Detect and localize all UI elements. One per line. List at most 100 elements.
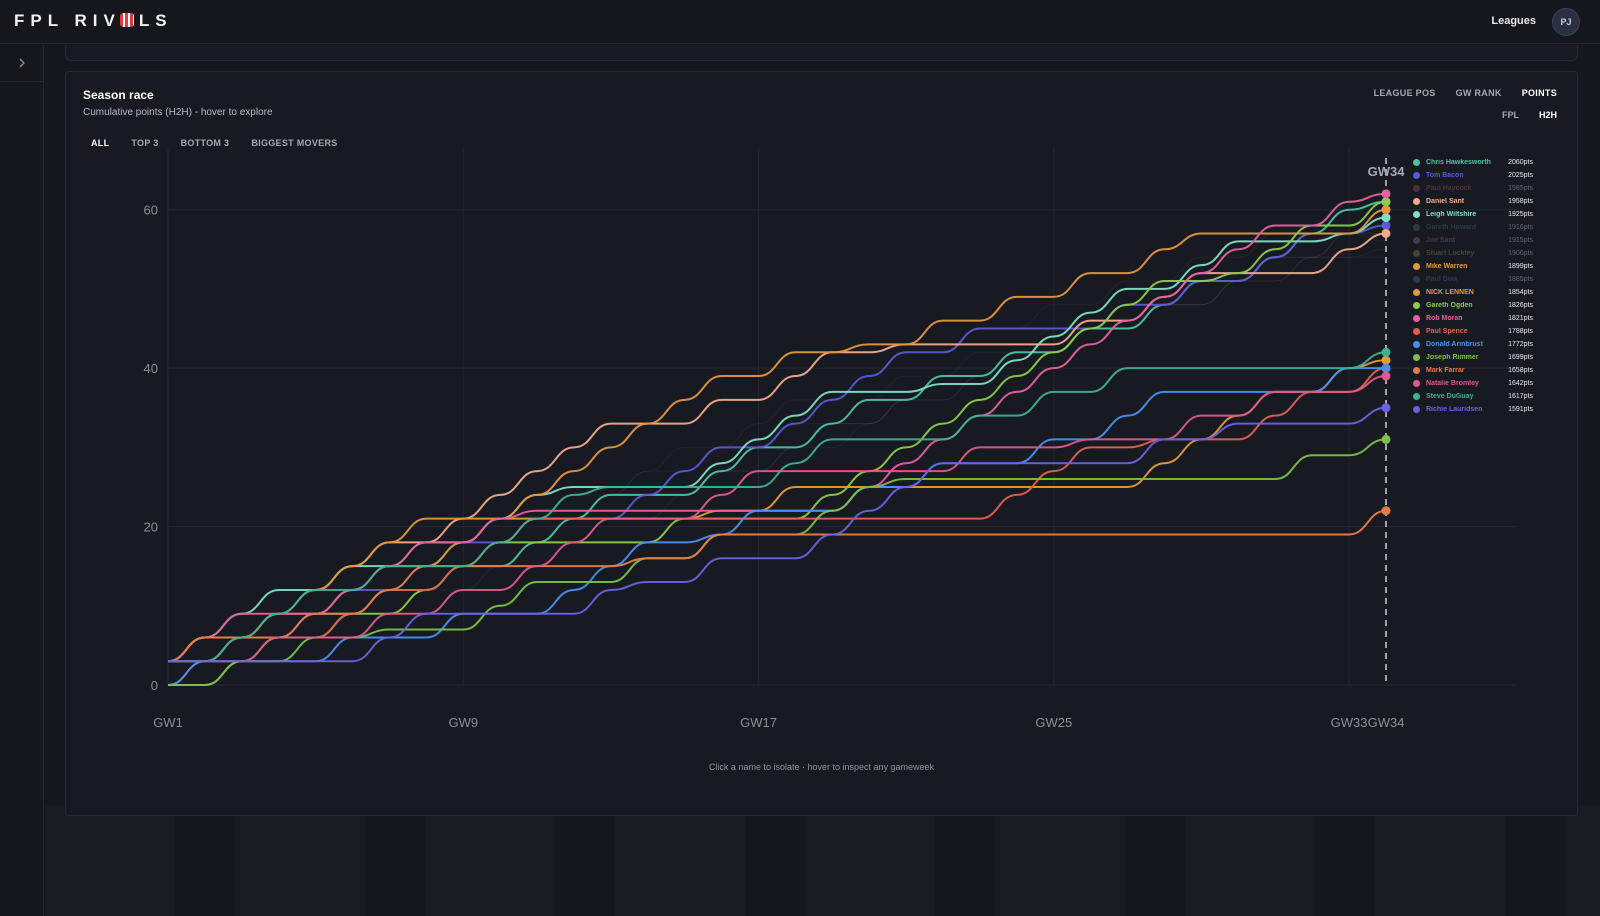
- app-logo[interactable]: FPL RIV LS: [14, 11, 173, 31]
- legend-item[interactable]: Richie Lauridsen 1591pts: [1413, 403, 1533, 416]
- series-line: [167, 375, 1387, 663]
- legend-item[interactable]: Natalie Bromley 1642pts: [1413, 377, 1533, 390]
- legend-dot: [1413, 250, 1420, 257]
- filter-all[interactable]: ALL: [91, 138, 110, 148]
- legend-dot: [1413, 289, 1420, 296]
- sidebar: [0, 45, 44, 916]
- tab-gw-rank[interactable]: GW RANK: [1455, 88, 1502, 98]
- source-tabs: FPL H2H: [1502, 110, 1557, 120]
- legend-item[interactable]: Daniel Sant 1958pts: [1413, 195, 1533, 208]
- legend-points: 1826pts: [1508, 302, 1533, 309]
- filter-biggest-movers[interactable]: BIGGEST MOVERS: [251, 138, 338, 148]
- tab-points[interactable]: POINTS: [1521, 88, 1557, 98]
- y-tick-label: 40: [144, 361, 158, 376]
- legend-dot: [1413, 159, 1420, 166]
- legend-item[interactable]: Rob Moran 1821pts: [1413, 312, 1533, 325]
- legend-dot: [1413, 341, 1420, 348]
- legend-dot: [1413, 237, 1420, 244]
- legend-name: Stuart Lockley: [1426, 250, 1475, 257]
- legend-points: 1899pts: [1508, 263, 1533, 270]
- tab-h2h[interactable]: H2H: [1538, 110, 1557, 120]
- tab-fpl[interactable]: FPL: [1501, 110, 1519, 120]
- series-end-point: [1381, 197, 1391, 207]
- x-tick-label: GW17: [740, 715, 777, 730]
- legend-points: 1642pts: [1508, 380, 1533, 387]
- legend-item[interactable]: NICK LENNEN 1854pts: [1413, 286, 1533, 299]
- legend-points: 1925pts: [1508, 211, 1533, 218]
- x-tick-label: GW33: [1331, 715, 1368, 730]
- legend-points: 1821pts: [1508, 315, 1533, 322]
- legend-name: Paul Haycock: [1426, 185, 1472, 192]
- legend-dot: [1413, 367, 1420, 374]
- tab-league-pos[interactable]: LEAGUE POS: [1373, 88, 1436, 98]
- chevron-right-icon: [19, 58, 25, 68]
- legend-item[interactable]: Donald Armbrust 1772pts: [1413, 338, 1533, 351]
- legend-item[interactable]: Paul Haycock 1985pts: [1413, 182, 1533, 195]
- legend-dot: [1413, 211, 1420, 218]
- y-tick-label: 0: [151, 678, 158, 693]
- legend-item[interactable]: Mike Warren 1899pts: [1413, 260, 1533, 273]
- series-end-point: [1381, 506, 1391, 516]
- legend-item[interactable]: Chris Hawkesworth 2060pts: [1413, 156, 1533, 169]
- legend-dot: [1413, 354, 1420, 361]
- sidebar-expand-button[interactable]: [0, 45, 43, 82]
- legend-points: 1591pts: [1508, 406, 1533, 413]
- series-line: [167, 208, 1387, 663]
- filter-top-3[interactable]: TOP 3: [131, 138, 159, 148]
- legend-points: 1658pts: [1508, 367, 1533, 374]
- legend-item[interactable]: Joe Sant 1915pts: [1413, 234, 1533, 247]
- legend-points: 2025pts: [1508, 172, 1533, 179]
- legend-item[interactable]: Steve DuGuay 1617pts: [1413, 390, 1533, 403]
- legend-name: Paul Dow: [1426, 276, 1458, 283]
- y-tick-label: 20: [144, 520, 158, 535]
- legend-item[interactable]: Gareth Howard 1916pts: [1413, 221, 1533, 234]
- series-line: [167, 216, 1387, 663]
- filter-tabs: ALL TOP 3 BOTTOM 3 BIGGEST MOVERS: [83, 137, 346, 149]
- x-tick-label: GW25: [1035, 715, 1072, 730]
- series-line: [167, 351, 1387, 663]
- legend-points: 1617pts: [1508, 393, 1533, 400]
- legend-name: Joe Sant: [1426, 237, 1456, 244]
- legend-points: 1915pts: [1508, 237, 1533, 244]
- avatar[interactable]: PJ: [1552, 8, 1580, 36]
- chart-footnote: Click a name to isolate · hover to inspe…: [708, 762, 935, 772]
- series-end-point: [1381, 371, 1391, 381]
- legend-item[interactable]: Paul Spence 1788pts: [1413, 325, 1533, 338]
- legend-dot: [1413, 328, 1420, 335]
- legend-dot: [1413, 315, 1420, 322]
- legend-name: NICK LENNEN: [1426, 289, 1474, 296]
- logo-text-left: FPL RIV: [14, 11, 121, 30]
- series-end-point: [1381, 205, 1391, 215]
- legend-name: Natalie Bromley: [1426, 380, 1479, 387]
- legend-item[interactable]: Paul Dow 1885pts: [1413, 273, 1533, 286]
- legend-dot: [1413, 172, 1420, 179]
- legend-item[interactable]: Joseph Rimmer 1699pts: [1413, 351, 1533, 364]
- legend-name: Donald Armbrust: [1426, 341, 1483, 348]
- legend-item[interactable]: Stuart Lockley 1906pts: [1413, 247, 1533, 260]
- series-line: [167, 406, 1387, 663]
- series-line: [167, 200, 1387, 663]
- legend-name: Chris Hawkesworth: [1426, 159, 1491, 166]
- legend-name: Mike Warren: [1426, 263, 1468, 270]
- legend-dot: [1413, 198, 1420, 205]
- series-line: [168, 200, 1387, 686]
- legend-dot: [1413, 380, 1420, 387]
- filter-bottom-3[interactable]: BOTTOM 3: [180, 138, 230, 148]
- series-end-point: [1381, 213, 1391, 223]
- series-end-point: [1381, 403, 1391, 413]
- legend-item[interactable]: Leigh Wiltshire 1925pts: [1413, 208, 1533, 221]
- series-end-point: [1381, 189, 1391, 199]
- card-subtitle: Cumulative points (H2H) - hover to explo…: [83, 107, 273, 118]
- season-race-card: Season race Cumulative points (H2H) - ho…: [65, 71, 1578, 816]
- series-end-point: [1381, 355, 1391, 365]
- nav-leagues-link[interactable]: Leagues: [1491, 15, 1536, 27]
- legend-item[interactable]: Tom Bacon 2025pts: [1413, 169, 1533, 182]
- legend-item[interactable]: Gareth Ogden 1826pts: [1413, 299, 1533, 312]
- series-end-point: [1381, 434, 1391, 444]
- legend-dot: [1413, 185, 1420, 192]
- legend-item[interactable]: Mark Farrar 1658pts: [1413, 364, 1533, 377]
- metric-tabs: LEAGUE POS GW RANK POINTS: [1374, 88, 1557, 98]
- series-end-point: [1381, 228, 1391, 238]
- legend-dot: [1413, 406, 1420, 413]
